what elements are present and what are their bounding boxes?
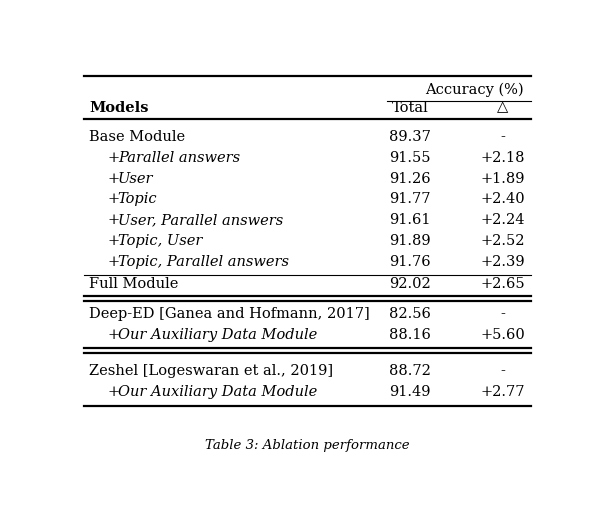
Text: 82.56: 82.56 <box>389 307 431 321</box>
Text: +: + <box>107 328 119 342</box>
Text: User, Parallel answers: User, Parallel answers <box>118 213 283 227</box>
Text: +: + <box>107 192 119 206</box>
Text: Full Module: Full Module <box>89 277 178 291</box>
Text: △: △ <box>497 101 508 114</box>
Text: +2.52: +2.52 <box>481 234 525 248</box>
Text: Topic, Parallel answers: Topic, Parallel answers <box>118 255 289 269</box>
Text: +2.39: +2.39 <box>481 255 525 269</box>
Text: Base Module: Base Module <box>89 130 185 144</box>
Text: 88.16: 88.16 <box>389 328 431 342</box>
Text: +2.40: +2.40 <box>481 192 525 206</box>
Text: Zeshel [Logeswaran et al., 2019]: Zeshel [Logeswaran et al., 2019] <box>89 364 333 378</box>
Text: -: - <box>500 130 505 144</box>
Text: -: - <box>500 364 505 378</box>
Text: +2.18: +2.18 <box>481 151 525 165</box>
Text: +: + <box>107 234 119 248</box>
Text: 92.02: 92.02 <box>389 277 431 291</box>
Text: 88.72: 88.72 <box>389 364 431 378</box>
Text: 91.49: 91.49 <box>389 385 431 399</box>
Text: Table 3: Ablation performance: Table 3: Ablation performance <box>205 438 410 451</box>
Text: +: + <box>107 172 119 186</box>
Text: +2.24: +2.24 <box>481 213 525 227</box>
Text: Total: Total <box>391 101 428 114</box>
Text: 91.26: 91.26 <box>389 172 431 186</box>
Text: Parallel answers: Parallel answers <box>118 151 240 165</box>
Text: 91.76: 91.76 <box>389 255 431 269</box>
Text: Topic: Topic <box>118 192 157 206</box>
Text: Models: Models <box>89 101 148 114</box>
Text: +5.60: +5.60 <box>481 328 525 342</box>
Text: +: + <box>107 213 119 227</box>
Text: 91.89: 91.89 <box>389 234 431 248</box>
Text: -: - <box>500 307 505 321</box>
Text: +1.89: +1.89 <box>481 172 525 186</box>
Text: Our Auxiliary Data Module: Our Auxiliary Data Module <box>118 385 317 399</box>
Text: Our Auxiliary Data Module: Our Auxiliary Data Module <box>118 328 317 342</box>
Text: +: + <box>107 151 119 165</box>
Text: 91.61: 91.61 <box>389 213 431 227</box>
Text: +: + <box>107 255 119 269</box>
Text: 91.55: 91.55 <box>389 151 431 165</box>
Text: User: User <box>118 172 153 186</box>
Text: Topic, User: Topic, User <box>118 234 202 248</box>
Text: Accuracy (%): Accuracy (%) <box>425 83 524 97</box>
Text: +: + <box>107 385 119 399</box>
Text: 89.37: 89.37 <box>389 130 431 144</box>
Text: +2.77: +2.77 <box>481 385 525 399</box>
Text: Deep-ED [Ganea and Hofmann, 2017]: Deep-ED [Ganea and Hofmann, 2017] <box>89 307 370 321</box>
Text: +2.65: +2.65 <box>481 277 525 291</box>
Text: 91.77: 91.77 <box>389 192 431 206</box>
